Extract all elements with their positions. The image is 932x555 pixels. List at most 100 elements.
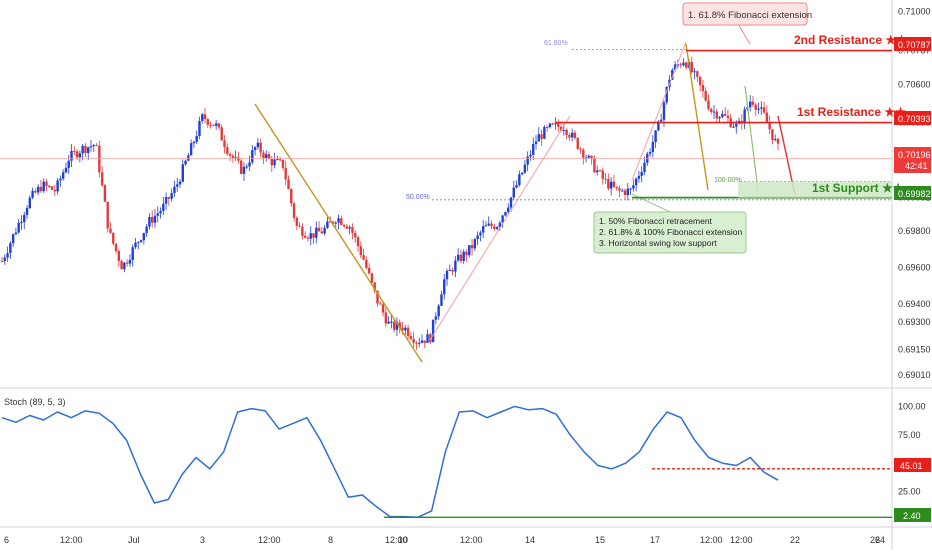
candle-body	[665, 86, 668, 103]
candle-body	[173, 186, 176, 194]
candle-body	[406, 327, 410, 337]
candle-body	[723, 113, 727, 116]
candle-body	[465, 251, 468, 256]
badge-stoch-level: 45.01	[894, 458, 931, 472]
candle-body	[548, 123, 552, 128]
candle-body	[529, 154, 532, 157]
candle-body	[751, 101, 755, 105]
candle-body	[640, 172, 643, 176]
decline-trend-line	[254, 103, 423, 363]
candle-body	[509, 197, 513, 208]
candle-body	[203, 114, 207, 120]
candle-body	[504, 211, 507, 216]
candle-body	[123, 262, 126, 270]
candle-body	[615, 186, 618, 189]
candle-body	[495, 227, 499, 230]
candle-body	[562, 129, 566, 131]
time-tick-label: 26	[870, 535, 880, 545]
candle-body	[48, 185, 51, 187]
time-tick-label: Jul	[128, 535, 140, 545]
time-tick-label: 15	[595, 535, 605, 545]
candle-body	[103, 185, 107, 202]
candle-body	[404, 327, 407, 331]
badge-countdown-text: 42:41	[905, 161, 928, 171]
levels-group	[0, 49, 892, 201]
candle-body	[164, 197, 168, 204]
time-tick-label: 24	[875, 535, 885, 545]
candle-body	[128, 259, 132, 264]
candle-body	[520, 172, 524, 175]
candle-body	[470, 245, 474, 249]
candle-body	[534, 141, 538, 145]
candle-body	[220, 127, 223, 141]
time-tick-label: 8	[328, 535, 333, 545]
candle-body	[618, 188, 621, 191]
candle-body	[721, 113, 724, 118]
candle-body	[78, 153, 82, 158]
time-tick-label: 12:00	[460, 535, 483, 545]
candle-body	[481, 226, 485, 233]
candle-body	[698, 76, 702, 86]
candle-body	[320, 231, 324, 234]
candle-body	[34, 190, 37, 193]
candle-body	[423, 340, 426, 343]
candle-body	[582, 149, 585, 158]
candle-body	[106, 201, 109, 229]
candle-body	[251, 150, 254, 163]
price-tick-label: 0.69150	[898, 345, 931, 355]
badge-resistance-2: 0.70787	[894, 37, 931, 51]
badge-stoch-level-text: 45.01	[900, 461, 923, 471]
candle-body	[292, 203, 296, 218]
fib-retracement-line	[429, 115, 571, 341]
candle-body	[634, 178, 638, 186]
candle-body	[671, 69, 674, 80]
price-tick-label: 0.71000	[898, 7, 931, 17]
fib-100-label: 100.00%	[714, 177, 742, 184]
candle-body	[431, 319, 435, 343]
projection-line-2	[744, 85, 759, 191]
candle-body	[637, 175, 641, 179]
candle-body	[334, 222, 337, 224]
candle-body	[390, 321, 393, 323]
resistance-2-label: 2nd Resistance ★★	[794, 33, 907, 47]
candle-body	[515, 185, 518, 188]
candle-body	[192, 141, 196, 144]
candle-body	[109, 228, 112, 233]
candle-body	[273, 159, 276, 166]
candles-group	[0, 56, 780, 350]
candle-body	[212, 124, 215, 126]
candle-body	[685, 62, 688, 68]
candle-body	[707, 100, 710, 110]
candle-body	[762, 107, 766, 113]
candle-body	[278, 159, 282, 161]
candle-body	[601, 170, 604, 179]
candle-body	[0, 261, 4, 263]
candle-body	[690, 62, 693, 73]
candle-body	[337, 218, 340, 223]
candle-body	[309, 233, 312, 239]
candle-body	[426, 334, 429, 343]
candle-body	[84, 145, 87, 153]
candle-body	[704, 90, 707, 101]
candle-body	[518, 174, 521, 186]
price-tick-label: 0.69400	[898, 299, 931, 309]
candle-body	[228, 153, 232, 156]
candle-body	[710, 109, 713, 113]
candle-body	[760, 107, 763, 109]
candle-body	[348, 227, 351, 229]
candle-body	[373, 282, 376, 291]
candle-body	[114, 243, 118, 251]
projection-line-1	[685, 43, 709, 191]
candle-body	[732, 126, 735, 128]
candle-body	[281, 159, 285, 168]
candle-body	[356, 237, 360, 247]
candle-body	[3, 257, 6, 262]
candle-body	[607, 178, 610, 189]
candle-body	[39, 186, 43, 192]
candle-body	[201, 114, 204, 121]
candle-body	[771, 129, 774, 141]
candle-body	[693, 71, 696, 73]
candle-body	[75, 151, 79, 158]
callout-pointer-1	[737, 23, 751, 45]
